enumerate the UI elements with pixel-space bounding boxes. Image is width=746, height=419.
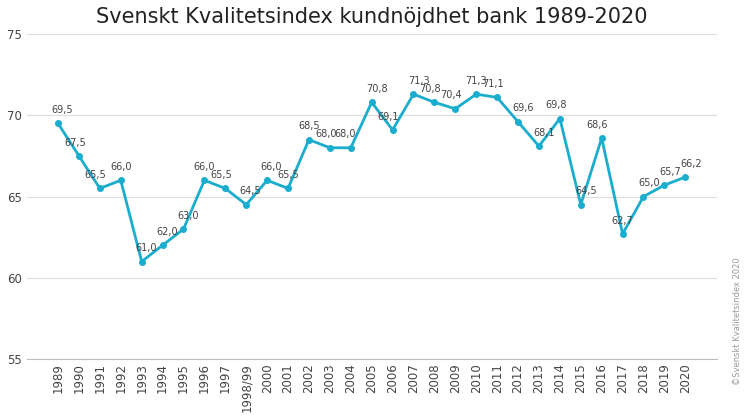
Text: 65,0: 65,0 <box>639 178 660 188</box>
Text: 65,5: 65,5 <box>85 170 107 180</box>
Text: 66,0: 66,0 <box>194 162 215 172</box>
Text: 65,5: 65,5 <box>278 170 299 180</box>
Text: 64,5: 64,5 <box>239 186 261 197</box>
Text: 71,3: 71,3 <box>408 76 430 86</box>
Text: 71,1: 71,1 <box>482 79 504 89</box>
Text: 68,1: 68,1 <box>533 128 555 138</box>
Text: 63,0: 63,0 <box>177 211 198 221</box>
Text: 66,0: 66,0 <box>110 162 131 172</box>
Text: 68,0: 68,0 <box>334 129 356 140</box>
Text: 68,6: 68,6 <box>587 120 608 130</box>
Text: 68,5: 68,5 <box>298 122 320 131</box>
Text: 68,0: 68,0 <box>315 129 336 140</box>
Text: 65,5: 65,5 <box>210 170 232 180</box>
Title: Svenskt Kvalitetsindex kundnöjdhet bank 1989-2020: Svenskt Kvalitetsindex kundnöjdhet bank … <box>96 7 648 27</box>
Text: 69,1: 69,1 <box>377 111 399 122</box>
Text: 70,4: 70,4 <box>440 91 462 101</box>
Text: 65,7: 65,7 <box>659 167 681 177</box>
Text: 70,8: 70,8 <box>366 84 388 94</box>
Text: 70,8: 70,8 <box>419 84 441 94</box>
Text: 62,0: 62,0 <box>156 227 178 237</box>
Text: 67,5: 67,5 <box>64 137 86 147</box>
Text: 61,0: 61,0 <box>135 243 157 253</box>
Text: 66,2: 66,2 <box>680 159 702 169</box>
Text: 64,5: 64,5 <box>575 186 597 197</box>
Text: 69,6: 69,6 <box>513 103 534 114</box>
Text: 71,3: 71,3 <box>466 76 487 86</box>
Text: 69,8: 69,8 <box>545 100 566 110</box>
Text: 66,0: 66,0 <box>260 162 282 172</box>
Text: 62,7: 62,7 <box>612 215 633 225</box>
Text: 69,5: 69,5 <box>51 105 73 115</box>
Text: ©Svenskt Kvalitetsindex 2020: ©Svenskt Kvalitetsindex 2020 <box>733 258 742 385</box>
